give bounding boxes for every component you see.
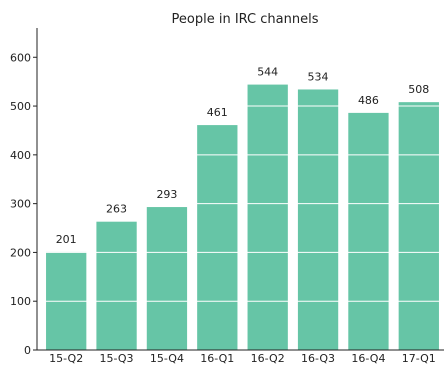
x-tick-label-16-Q1: 16-Q1 [200,352,234,365]
y-tick-label-0: 0 [24,344,31,357]
y-tick-label-200: 200 [10,246,31,259]
bar-16-Q4 [348,112,389,350]
bar-16-Q3 [297,89,339,350]
x-tick-label-15-Q4: 15-Q4 [150,352,184,365]
bar-17-Q1 [398,102,439,350]
data-label-16-Q3: 534 [308,70,329,83]
chart-title: People in IRC channels [172,12,319,27]
x-tick-label-15-Q3: 15-Q3 [100,352,134,365]
axes-layer: 15-Q2 15-Q3 15-Q4 16-Q1 16-Q2 16-Q3 16-Q4 17-Q1… [10,28,444,365]
data-label-16-Q4: 486 [358,94,379,107]
x-tick-label-16-Q4: 16-Q4 [351,352,385,365]
y-tick-label-400: 400 [10,149,31,162]
y-tick-label-100: 100 [10,295,31,308]
data-labels-layer: 201 263 293 461 544 534 486 508 [56,66,430,246]
x-tick-label-16-Q3: 16-Q3 [301,352,335,365]
y-tick-label-500: 500 [10,100,31,113]
data-label-17-Q1: 508 [408,83,429,96]
x-tick-label-16-Q2: 16-Q2 [251,352,285,365]
bar-15-Q3 [96,221,137,350]
data-label-16-Q2: 544 [257,66,278,79]
x-tick-label-17-Q1: 17-Q1 [402,352,436,365]
data-label-16-Q1: 461 [207,106,228,119]
bars-layer [46,84,439,350]
y-tick-label-600: 600 [10,51,31,64]
bar-16-Q1 [197,125,238,350]
data-label-15-Q3: 263 [106,203,127,216]
bar-16-Q2 [247,84,288,350]
data-label-15-Q2: 201 [56,233,77,246]
x-tick-label-15-Q2: 15-Q2 [49,352,83,365]
bar-15-Q4 [146,207,188,350]
data-label-15-Q4: 293 [156,188,177,201]
gridlines-layer [37,56,444,302]
y-tick-label-300: 300 [10,198,31,211]
